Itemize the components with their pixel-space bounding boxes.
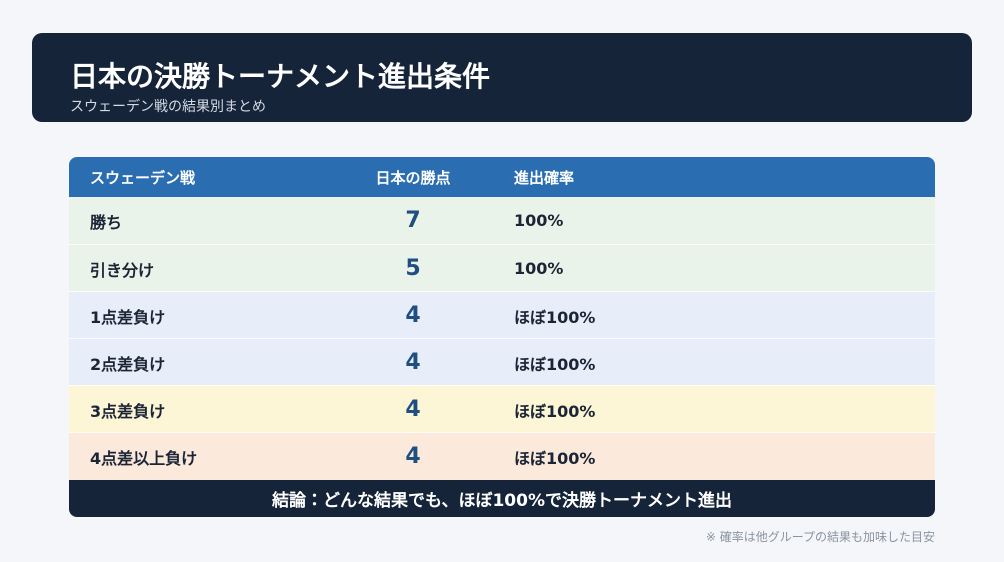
table-cell: 100% bbox=[514, 211, 564, 230]
table-cell: 勝ち bbox=[90, 212, 123, 232]
table-cell: 4 bbox=[405, 350, 421, 375]
table-cell: 4 bbox=[405, 397, 421, 422]
header: 日本の決勝トーナメント進出条件 スウェーデン戦の結果別まとめ bbox=[32, 33, 972, 122]
table-row: 1点差負け 4 ほぼ100% bbox=[69, 291, 935, 339]
table-cell: 1点差負け bbox=[90, 307, 166, 327]
table-cell: 4点差以上負け bbox=[90, 448, 198, 468]
table-cell: ほぼ100% bbox=[514, 307, 596, 327]
table-cell: ほぼ100% bbox=[514, 354, 596, 374]
column-header: 日本の勝点 bbox=[375, 168, 451, 187]
table-cell: ほぼ100% bbox=[514, 448, 596, 468]
table-cell: 7 bbox=[405, 208, 421, 233]
table-cell: 100% bbox=[514, 259, 564, 278]
table-row: 3点差負け 4 ほぼ100% bbox=[69, 385, 935, 433]
table-cell: 3点差負け bbox=[90, 401, 166, 421]
table-cell: ほぼ100% bbox=[514, 401, 596, 421]
table-row: 引き分け 5 100% bbox=[69, 244, 935, 292]
table-cell: 4 bbox=[405, 303, 421, 328]
table: スウェーデン戦 日本の勝点 進出確率 結論：どんな結果でも、ほぼ100%で決勝トーナ… bbox=[69, 157, 935, 517]
table-row: 4点差以上負け 4 ほぼ100% bbox=[69, 432, 935, 480]
column-header: スウェーデン戦 bbox=[90, 168, 196, 187]
table-cell: 2点差負け bbox=[90, 354, 166, 374]
subtitle: スウェーデン戦の結果別まとめ bbox=[70, 99, 266, 115]
footnote: ※ 確率は他グループの結果も加味した目安 bbox=[705, 530, 935, 544]
table-cell: 4 bbox=[405, 444, 421, 469]
table-row: 勝ち 7 100% bbox=[69, 197, 935, 244]
table-cell: 引き分け bbox=[90, 260, 155, 280]
table-cell: 5 bbox=[405, 256, 421, 281]
title: 日本の決勝トーナメント進出条件 bbox=[70, 60, 491, 93]
column-header: 進出確率 bbox=[514, 168, 575, 187]
table-header: スウェーデン戦 日本の勝点 進出確率 bbox=[69, 157, 935, 197]
conclusion: 結論：どんな結果でも、ほぼ100%で決勝トーナメント進出 bbox=[69, 479, 935, 517]
table-row: 2点差負け 4 ほぼ100% bbox=[69, 338, 935, 386]
